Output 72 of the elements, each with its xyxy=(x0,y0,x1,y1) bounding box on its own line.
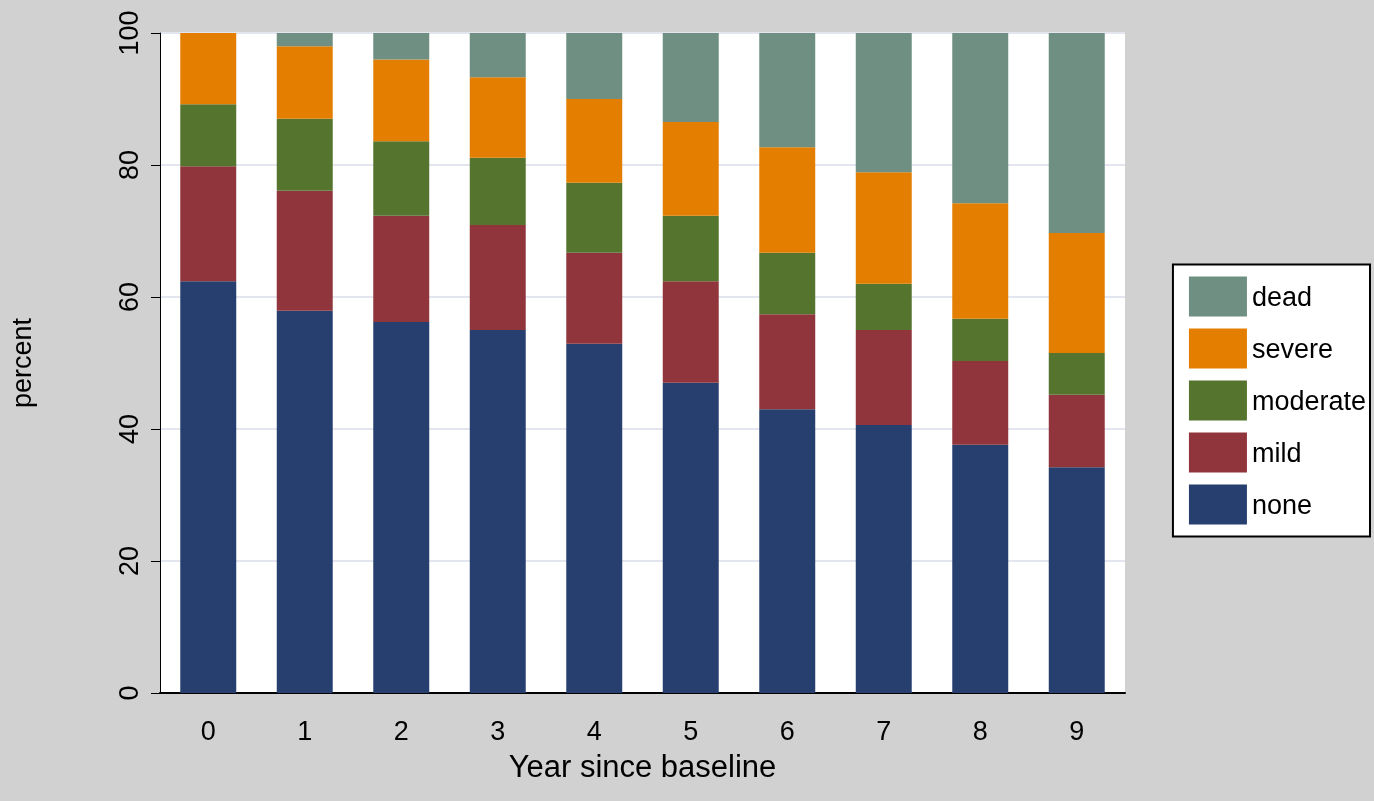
bar xyxy=(469,33,526,78)
legend-label: none xyxy=(1251,489,1313,520)
bar xyxy=(276,118,333,191)
bar xyxy=(855,425,912,693)
bar xyxy=(1048,467,1105,693)
bar xyxy=(855,283,912,330)
bar xyxy=(276,33,333,47)
bar xyxy=(855,172,912,284)
bar xyxy=(566,343,623,693)
x-tick-label: 2 xyxy=(393,715,409,746)
bar xyxy=(662,382,719,693)
x-tick-label: 3 xyxy=(490,715,506,746)
y-axis-title: percent xyxy=(6,317,37,409)
x-axis-title: Year since baseline xyxy=(508,749,777,784)
bar xyxy=(662,122,719,216)
bar xyxy=(276,190,333,311)
bar xyxy=(952,361,1009,445)
x-tick-label: 4 xyxy=(586,715,602,746)
bar xyxy=(566,182,623,253)
bar xyxy=(662,33,719,123)
bar xyxy=(1048,353,1105,395)
bar xyxy=(952,33,1009,204)
bar xyxy=(469,330,526,693)
bar xyxy=(952,318,1009,362)
bar xyxy=(276,46,333,119)
x-tick-label: 5 xyxy=(683,715,699,746)
legend-label: moderate xyxy=(1251,385,1367,416)
bar xyxy=(1048,33,1105,233)
bar xyxy=(180,166,237,282)
bar xyxy=(180,104,237,167)
bar xyxy=(180,33,237,105)
bar xyxy=(952,203,1009,319)
bar xyxy=(373,322,430,693)
bar xyxy=(373,33,430,60)
bar xyxy=(662,215,719,282)
bar xyxy=(373,141,430,216)
bar xyxy=(1048,394,1105,468)
y-tick-label: 40 xyxy=(113,413,144,445)
bar xyxy=(952,444,1009,693)
bar xyxy=(566,99,623,183)
bar xyxy=(662,281,719,383)
bar xyxy=(1048,232,1105,354)
bar xyxy=(373,215,430,323)
bar xyxy=(469,225,526,330)
legend-label: severe xyxy=(1251,333,1333,364)
x-tick-label: 0 xyxy=(200,715,216,746)
bar xyxy=(276,310,333,693)
y-tick-label: 0 xyxy=(113,685,144,701)
bar xyxy=(759,409,816,693)
bar xyxy=(373,59,430,142)
bar xyxy=(855,33,912,173)
y-tick-label: 60 xyxy=(113,281,144,313)
x-tick-label: 8 xyxy=(972,715,988,746)
x-tick-label: 7 xyxy=(876,715,892,746)
x-tick-label: 6 xyxy=(779,715,795,746)
bar xyxy=(759,252,816,315)
bar xyxy=(566,252,623,344)
x-tick-label: 1 xyxy=(297,715,313,746)
bar xyxy=(180,281,237,693)
bar xyxy=(855,330,912,426)
bar xyxy=(759,147,816,253)
bar xyxy=(759,33,816,148)
y-tick-label: 100 xyxy=(113,10,144,56)
bar xyxy=(469,157,526,226)
legend-label: dead xyxy=(1251,281,1313,312)
x-tick-label: 9 xyxy=(1069,715,1085,746)
y-tick-label: 80 xyxy=(113,149,144,181)
y-tick-label: 20 xyxy=(113,545,144,577)
legend-label: mild xyxy=(1251,437,1302,468)
bar xyxy=(469,77,526,158)
bar xyxy=(566,33,623,99)
bar xyxy=(759,314,816,410)
